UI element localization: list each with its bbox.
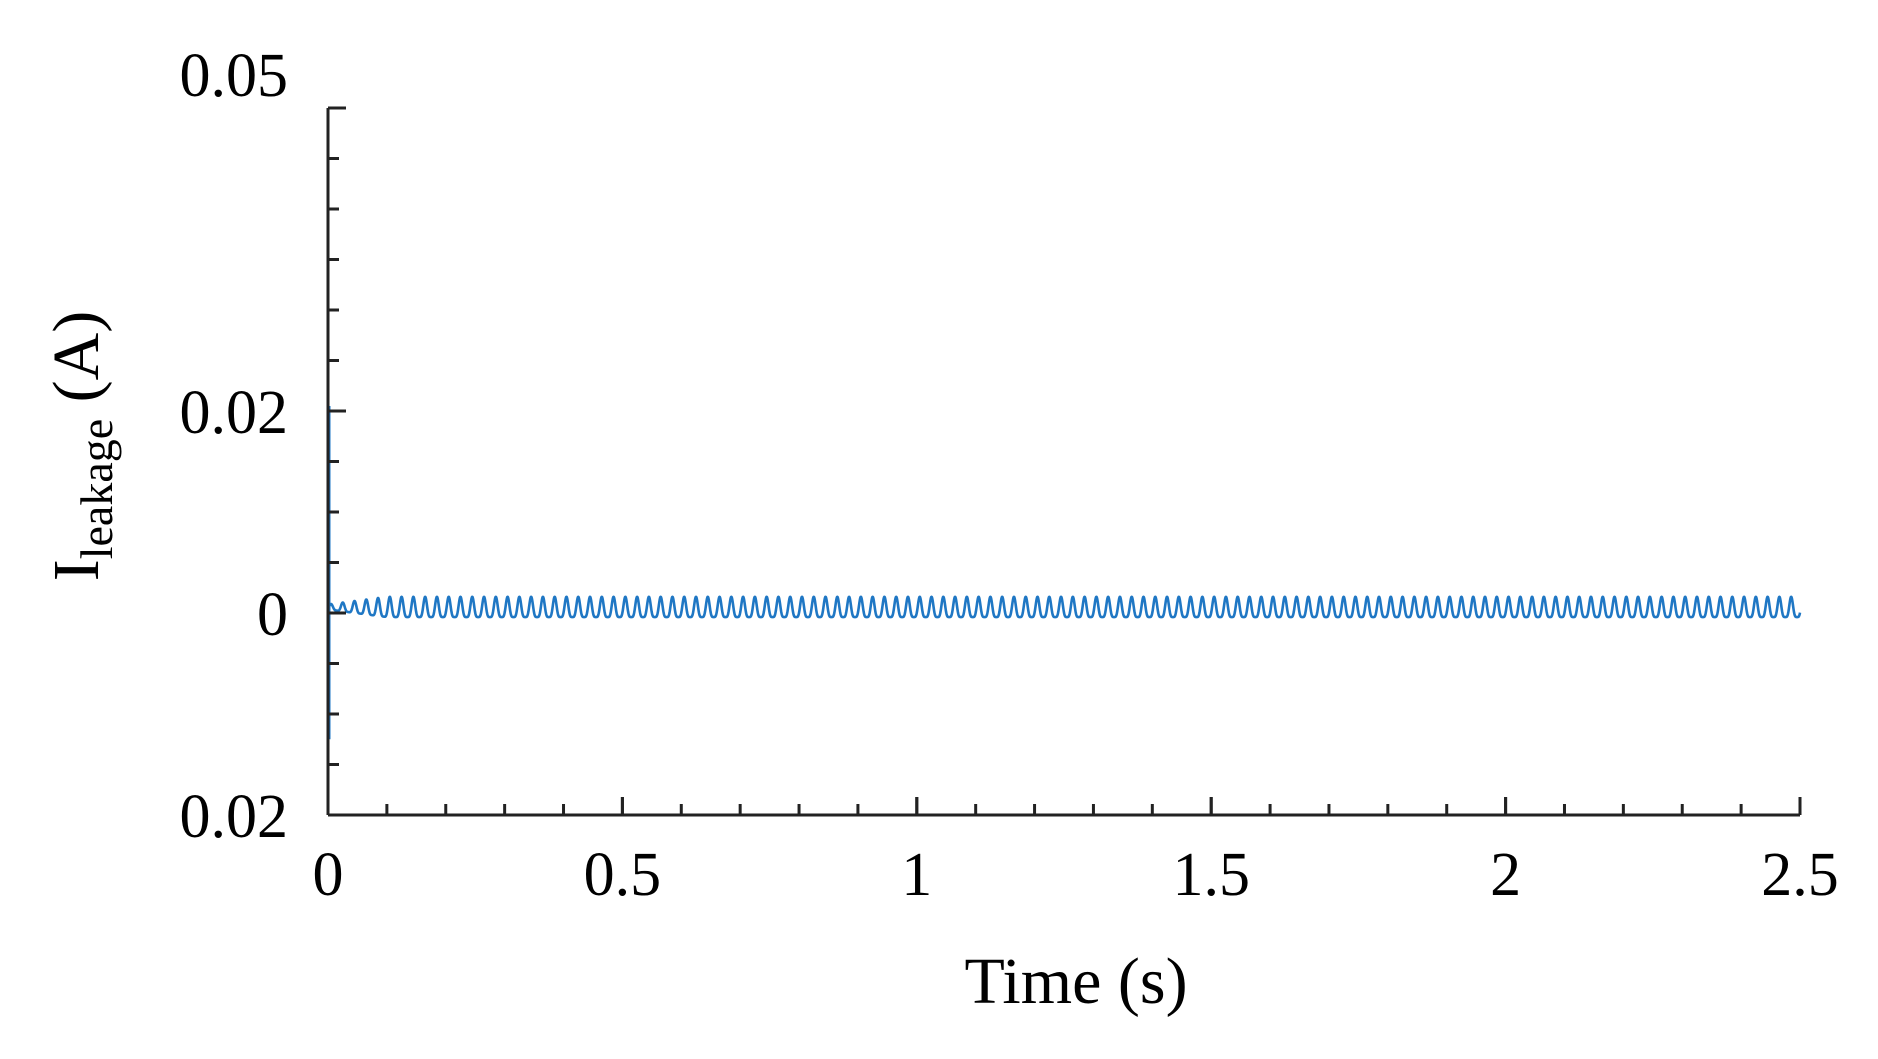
y-axis-title: Ileakage (A) bbox=[40, 311, 122, 582]
x-tick-label: 0.5 bbox=[584, 841, 662, 909]
y-tick-label: 0 bbox=[257, 581, 288, 649]
plot-area bbox=[326, 405, 1802, 740]
y-axis-title-subscript: leakage bbox=[71, 419, 122, 559]
y-axis-title-unit: (A) bbox=[40, 311, 113, 419]
x-axis-title: Time (s) bbox=[964, 945, 1187, 1018]
x-tick-label: 2.5 bbox=[1761, 841, 1839, 909]
y-axis-title-main: I bbox=[40, 559, 113, 581]
y-tick-label: 0.02 bbox=[180, 783, 289, 851]
x-tick-label: 2 bbox=[1490, 841, 1521, 909]
axes bbox=[326, 106, 1802, 817]
x-tick-label: 0 bbox=[313, 841, 344, 909]
y-tick-label: 0.02 bbox=[180, 379, 289, 447]
x-tick-label: 1.5 bbox=[1172, 841, 1250, 909]
x-tick-label: 1 bbox=[901, 841, 932, 909]
tick-labels: 0 0.5 1 1.5 2 2.5 0.05 0.02 0 0.02 bbox=[180, 42, 1839, 909]
y-tick-label: 0.05 bbox=[180, 42, 289, 110]
series-line bbox=[326, 595, 1802, 619]
